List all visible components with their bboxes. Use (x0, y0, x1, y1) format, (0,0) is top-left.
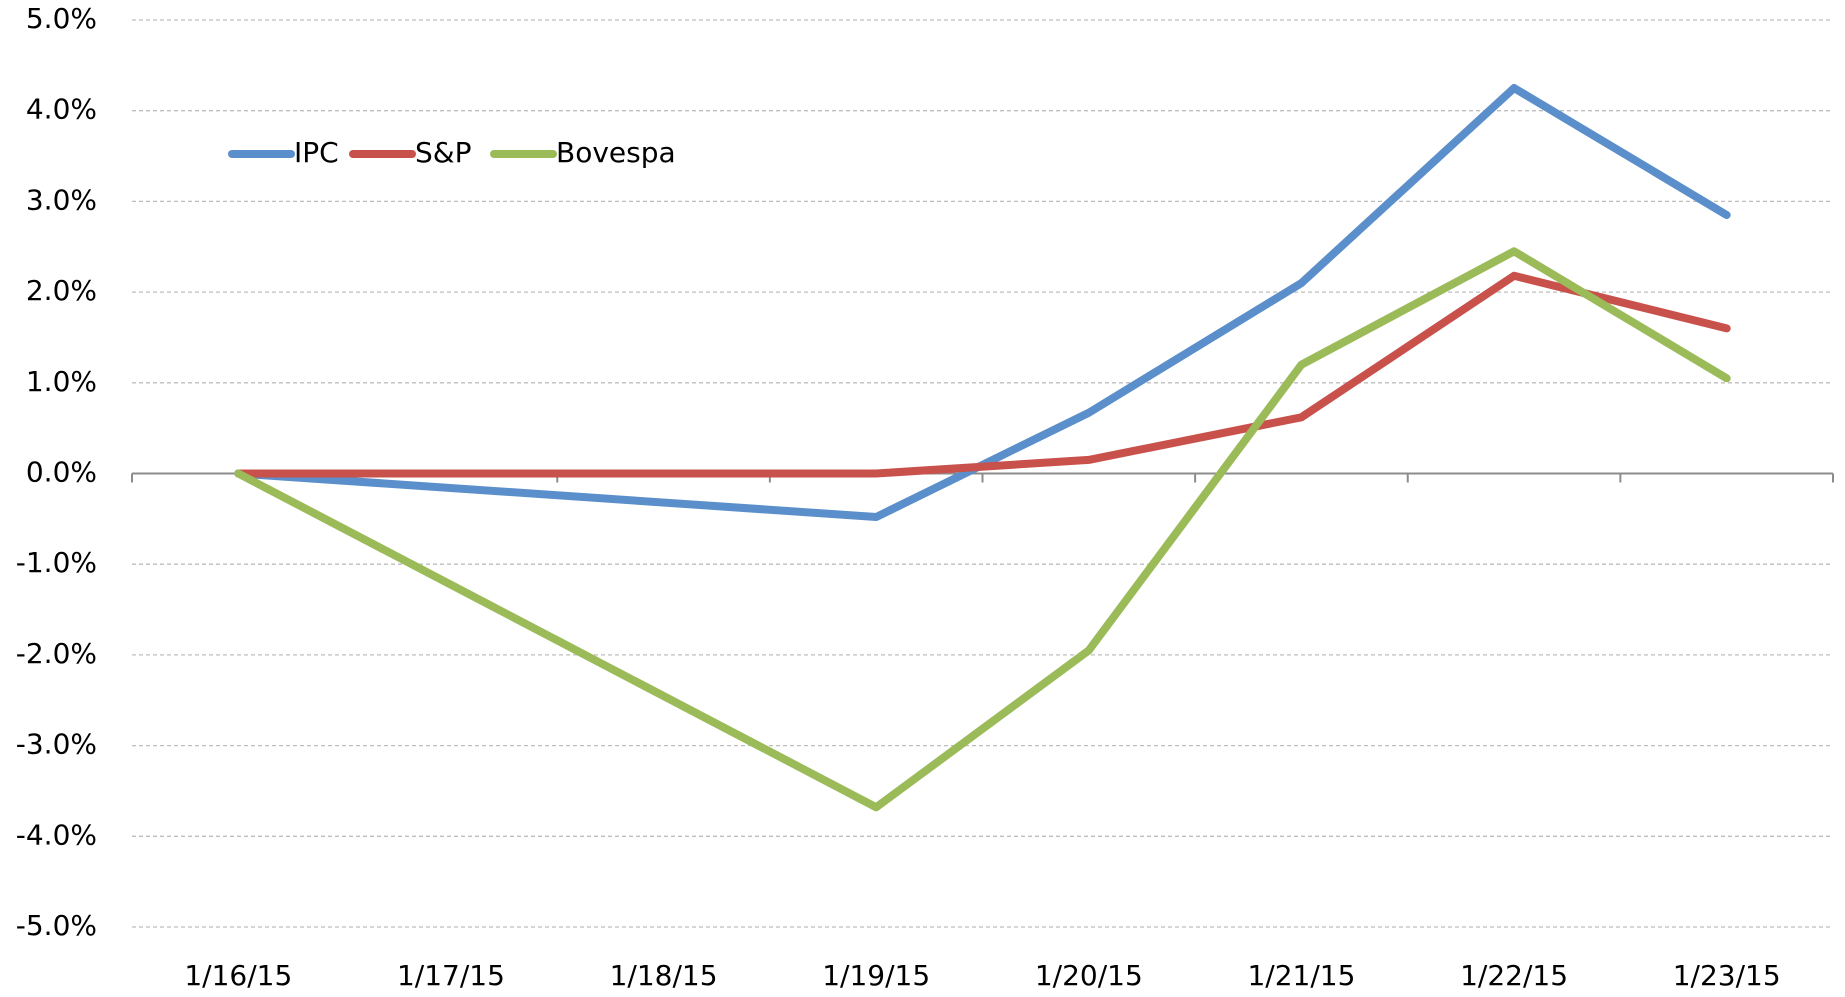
y-tick-label: -2.0% (16, 637, 97, 670)
legend-label: IPC (294, 136, 339, 169)
y-tick-label: 0.0% (26, 456, 97, 489)
legend-label: S&P (415, 136, 472, 169)
y-tick-label: 3.0% (26, 183, 97, 216)
legend-label: Bovespa (556, 136, 676, 169)
x-tick-label: 1/23/15 (1673, 959, 1781, 992)
y-tick-label: -5.0% (16, 909, 97, 942)
series-line (234, 84, 1731, 522)
x-tick-label: 1/16/15 (184, 959, 292, 992)
y-tick-label: 5.0% (26, 2, 97, 35)
y-tick-label: -3.0% (16, 728, 97, 761)
x-tick-label: 1/22/15 (1460, 959, 1568, 992)
y-tick-label: 2.0% (26, 274, 97, 307)
y-tick-label: 1.0% (26, 365, 97, 398)
y-tick-label: 4.0% (26, 93, 97, 126)
x-tick-label: 1/20/15 (1035, 959, 1143, 992)
x-tick-label: 1/21/15 (1247, 959, 1355, 992)
y-tick-label: -1.0% (16, 546, 97, 579)
series-line (234, 247, 1731, 812)
x-tick-label: 1/19/15 (822, 959, 930, 992)
x-tick-label: 1/17/15 (397, 959, 505, 992)
series-line (234, 271, 1731, 478)
x-tick-label: 1/18/15 (610, 959, 718, 992)
y-tick-label: -4.0% (16, 818, 97, 851)
